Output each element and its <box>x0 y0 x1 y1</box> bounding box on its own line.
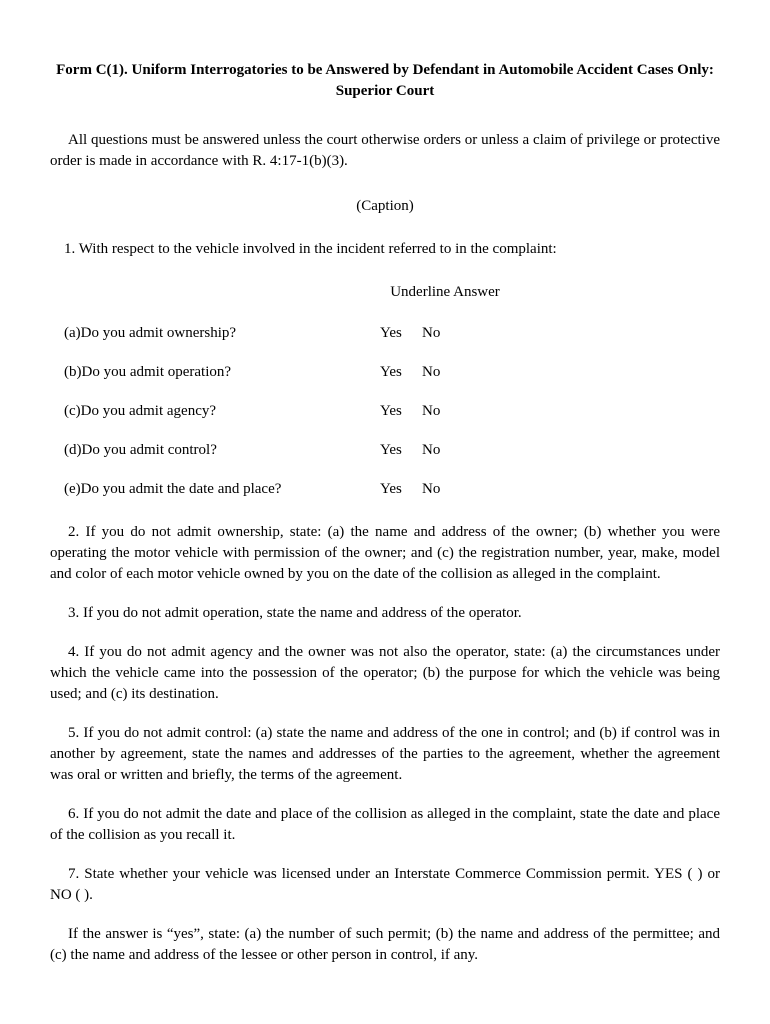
sub-question-label: (b)Do you admit operation? <box>50 362 380 383</box>
yes-option[interactable]: Yes <box>380 362 422 383</box>
yes-option[interactable]: Yes <box>380 479 422 500</box>
table-row: (b)Do you admit operation? Yes No <box>50 362 720 383</box>
no-option[interactable]: No <box>422 323 462 344</box>
caption-label: (Caption) <box>50 196 720 217</box>
sub-question-label: (e)Do you admit the date and place? <box>50 479 380 500</box>
table-row: (c)Do you admit agency? Yes No <box>50 401 720 422</box>
question-7-followup: If the answer is “yes”, state: (a) the n… <box>50 924 720 966</box>
sub-question-label: (c)Do you admit agency? <box>50 401 380 422</box>
question-4: 4. If you do not admit agency and the ow… <box>50 642 720 705</box>
table-row: (d)Do you admit control? Yes No <box>50 440 720 461</box>
question-3: 3. If you do not admit operation, state … <box>50 603 720 624</box>
no-option[interactable]: No <box>422 440 462 461</box>
yes-option[interactable]: Yes <box>380 401 422 422</box>
form-title: Form C(1). Uniform Interrogatories to be… <box>50 60 720 102</box>
sub-question-label: (d)Do you admit control? <box>50 440 380 461</box>
underline-answer-header: Underline Answer <box>50 282 720 303</box>
intro-paragraph: All questions must be answered unless th… <box>50 130 720 172</box>
yes-no-table: (a)Do you admit ownership? Yes No (b)Do … <box>50 323 720 500</box>
title-line1: Form C(1). Uniform Interrogatories to be… <box>50 60 720 81</box>
no-option[interactable]: No <box>422 401 462 422</box>
question-2: 2. If you do not admit ownership, state:… <box>50 522 720 585</box>
yes-option[interactable]: Yes <box>380 323 422 344</box>
question-5: 5. If you do not admit control: (a) stat… <box>50 723 720 786</box>
question-1: 1. With respect to the vehicle involved … <box>50 239 720 260</box>
table-row: (a)Do you admit ownership? Yes No <box>50 323 720 344</box>
yes-option[interactable]: Yes <box>380 440 422 461</box>
question-7: 7. State whether your vehicle was licens… <box>50 864 720 906</box>
no-option[interactable]: No <box>422 479 462 500</box>
table-row: (e)Do you admit the date and place? Yes … <box>50 479 720 500</box>
no-option[interactable]: No <box>422 362 462 383</box>
question-6: 6. If you do not admit the date and plac… <box>50 804 720 846</box>
sub-question-label: (a)Do you admit ownership? <box>50 323 380 344</box>
title-line2: Superior Court <box>50 81 720 102</box>
